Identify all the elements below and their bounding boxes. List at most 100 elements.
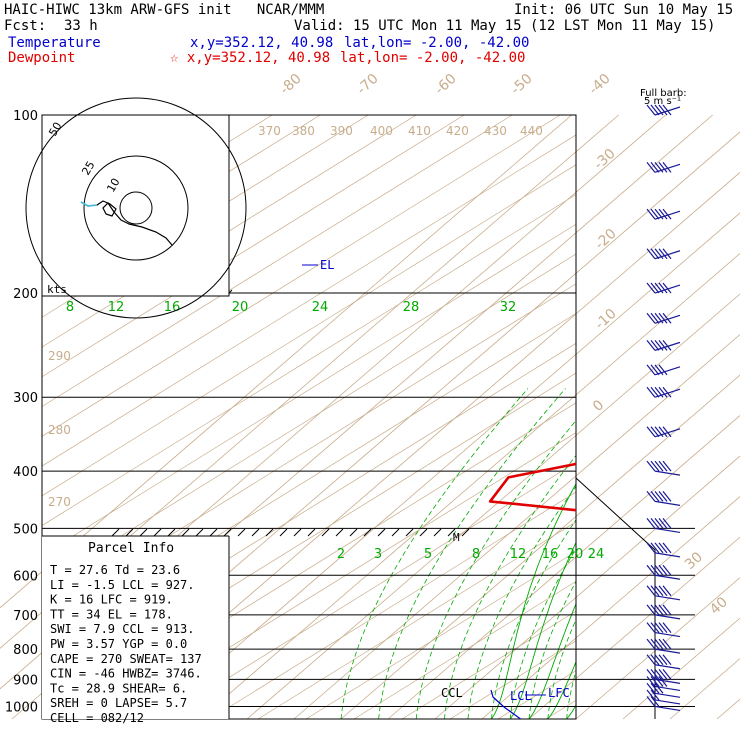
wind-barb-flag — [658, 460, 668, 472]
wind-barb-flag — [650, 104, 660, 116]
mixing-ratio-label: 16 — [542, 547, 559, 562]
wind-barb-flag — [654, 490, 664, 502]
dry-adiabat-line — [42, 134, 576, 467]
freezing-hatch — [125, 528, 134, 537]
freezing-hatch — [195, 528, 204, 537]
wind-barb-flag — [654, 654, 664, 666]
wind-barb-flag — [654, 638, 664, 650]
dry-adiabat-line — [113, 432, 576, 719]
freezing-hatch — [321, 528, 330, 537]
wind-barb-flag — [654, 248, 664, 260]
parcel-path — [490, 689, 522, 719]
freezing-hatch — [251, 528, 260, 537]
freezing-hatch — [167, 528, 176, 537]
isotherm-line — [481, 496, 740, 720]
pressure-label: 300 — [13, 391, 38, 406]
parcel-info-row: T = 27.6 Td = 23.6 — [50, 563, 180, 577]
wind-barb-flag — [662, 638, 672, 650]
wind-barb-flag — [662, 248, 672, 260]
parcel-info-row: K = 16 LFC = 919. — [50, 593, 173, 607]
wind-barb-flag — [662, 654, 672, 666]
wind-barb-flag — [654, 682, 664, 694]
wind-barb-flag — [650, 682, 660, 694]
wind-barb-staff — [654, 595, 681, 601]
dewpoint-legend-label: Dewpoint — [8, 50, 76, 66]
freezing-hatch — [391, 528, 400, 537]
wind-barb-flag — [654, 604, 664, 616]
mixing-ratio-label: 3 — [374, 547, 382, 562]
level-label-ccl: CCL — [441, 686, 463, 700]
freezing-hatch — [279, 528, 288, 537]
wind-barb-flag — [658, 282, 668, 294]
hodograph-ring — [83, 155, 189, 261]
wind-barb-flag — [646, 426, 656, 438]
wind-barb-flag — [646, 542, 656, 554]
wind-barb-staff — [654, 678, 681, 684]
wind-barb-flag — [650, 312, 660, 324]
wind-barb — [646, 564, 681, 580]
mixing-ratio-line — [509, 548, 576, 719]
mixing-ratio-line — [378, 388, 566, 719]
wind-barb-flag — [662, 622, 672, 633]
wind-barb-staff — [654, 500, 681, 506]
dry-adiabat-line — [42, 115, 465, 378]
wind-barb-flag — [658, 542, 668, 554]
wind-barb-flag — [658, 208, 668, 220]
wind-barb-flag — [654, 542, 664, 554]
wind-barb-flag — [658, 426, 668, 438]
wind-barb-flag — [662, 490, 672, 502]
wind-barb — [646, 426, 681, 438]
parcel-info-box — [42, 536, 229, 719]
wind-barb-flag — [646, 564, 656, 576]
wind-barb-flag — [646, 364, 656, 376]
theta-label: 420 — [446, 124, 469, 138]
mixing-ratio-label: 12 — [510, 547, 527, 562]
parcel-info-row: SREH = 0 LAPSE= 5.7 — [50, 696, 187, 710]
wind-barb — [646, 282, 681, 294]
isotherm-line — [528, 536, 740, 720]
wind-barb-flag — [650, 696, 660, 707]
wind-barb — [646, 364, 681, 376]
mixing-ratio-label: 2 — [337, 547, 345, 562]
wind-barb-flag — [658, 654, 668, 666]
wind-barb — [646, 654, 681, 670]
wind-barb-flag — [658, 518, 668, 529]
hodograph-frame — [41, 114, 230, 297]
valid-time: Valid: 15 UTC Mon 11 May 15 (12 LST Mon … — [294, 18, 716, 34]
wind-barb-staff — [654, 705, 681, 712]
wind-barb-staff — [654, 699, 681, 705]
isotherm-line — [340, 374, 740, 720]
wind-barb-flag — [658, 490, 668, 502]
wind-barb-flag — [650, 585, 660, 597]
wind-barb-flag — [658, 386, 668, 398]
mixing-ratio-line — [340, 388, 529, 719]
dewpoint-legend-latlon: lat,lon= -2.00, -42.00 — [340, 50, 526, 66]
wind-barb — [646, 490, 681, 506]
temperature-legend-latlon: lat,lon= -2.00, -42.00 — [344, 35, 530, 51]
wind-barb-flag — [658, 161, 668, 173]
wind-barb-flag — [650, 622, 660, 633]
pressure-label: 400 — [13, 465, 38, 480]
parcel-info-row: TT = 34 EL = 178. — [50, 607, 173, 621]
mixing-ratio-line — [528, 580, 576, 719]
wind-barb-flag — [646, 339, 656, 351]
wind-barb-staff — [654, 685, 681, 692]
pressure-label: 100 — [13, 109, 38, 124]
dry-adiabat-line — [401, 610, 576, 719]
dry-adiabat-line — [209, 491, 576, 719]
mixing-ratio-label: 24 — [312, 300, 329, 315]
wind-barb-flag — [654, 386, 664, 398]
wind-barb-staff — [654, 366, 681, 376]
wind-barb-flag — [650, 564, 660, 576]
theta-label: 430 — [484, 124, 507, 138]
pressure-label: 800 — [13, 643, 38, 658]
parcel-info-row: CAPE = 270 SWEAT= 137 — [50, 652, 202, 666]
theta-label: 410 — [408, 124, 431, 138]
wind-barb-flag — [650, 490, 660, 502]
wind-barb-flag — [658, 364, 668, 376]
freezing-hatch — [265, 528, 274, 537]
dry-adiabat-line — [42, 115, 561, 437]
wind-barb — [646, 676, 681, 692]
wind-barb-staff — [654, 664, 681, 670]
